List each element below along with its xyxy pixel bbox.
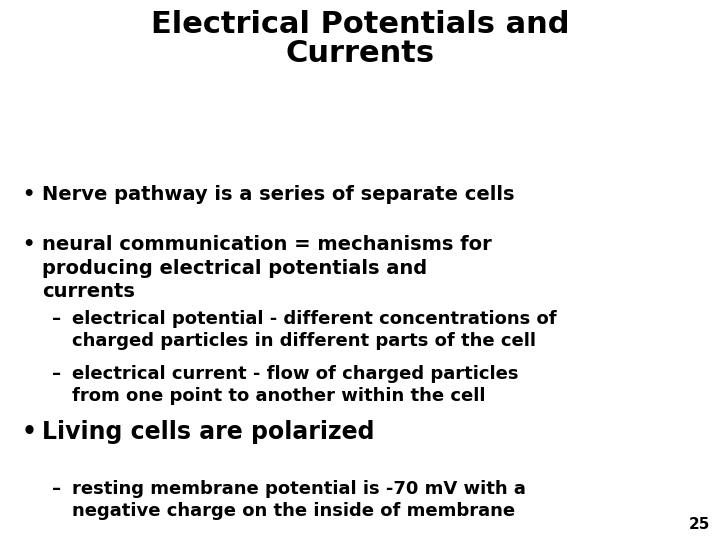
Text: 25: 25 — [688, 517, 710, 532]
Text: –: – — [52, 480, 61, 498]
Text: neural communication = mechanisms for
producing electrical potentials and
curren: neural communication = mechanisms for pr… — [42, 235, 492, 301]
Text: Living cells are polarized: Living cells are polarized — [42, 420, 374, 444]
Text: Nerve pathway is a series of separate cells: Nerve pathway is a series of separate ce… — [42, 185, 515, 204]
Text: •: • — [22, 185, 35, 204]
Text: Currents: Currents — [285, 39, 435, 68]
Text: resting membrane potential is -70 mV with a
negative charge on the inside of mem: resting membrane potential is -70 mV wit… — [72, 480, 526, 520]
Text: –: – — [52, 310, 61, 328]
Text: •: • — [22, 235, 35, 254]
Text: •: • — [22, 420, 37, 444]
Text: electrical current - flow of charged particles
from one point to another within : electrical current - flow of charged par… — [72, 365, 518, 405]
Text: –: – — [52, 365, 61, 383]
Text: Electrical Potentials and: Electrical Potentials and — [150, 10, 570, 39]
Text: electrical potential - different concentrations of
charged particles in differen: electrical potential - different concent… — [72, 310, 557, 350]
